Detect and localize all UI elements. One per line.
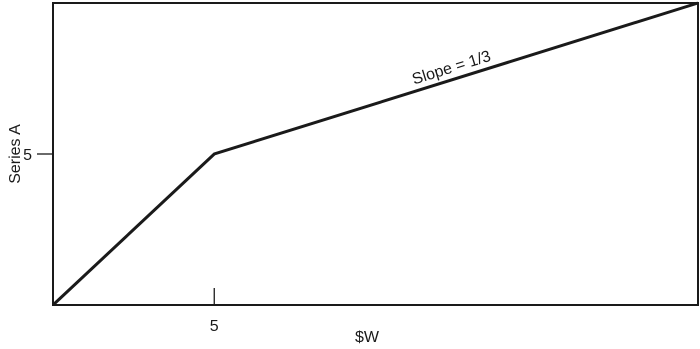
y-tick-label: 5 (23, 147, 32, 164)
x-axis-label: $W (355, 329, 380, 346)
slope-annotation: Slope = 1/3 (410, 48, 493, 89)
plot-frame (52, 2, 699, 306)
plot-area: 5 5 Slope = 1/3 (23, 1, 699, 335)
series-line (51, 1, 699, 307)
y-axis-label: Series A (7, 124, 24, 184)
x-tick-label: 5 (210, 318, 219, 335)
